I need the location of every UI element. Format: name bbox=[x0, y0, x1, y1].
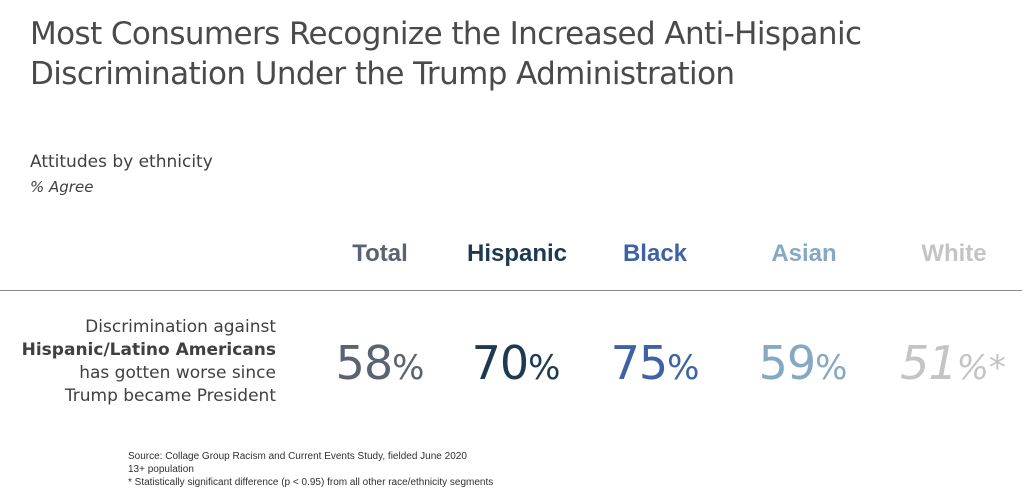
column-header-white: White bbox=[921, 240, 987, 267]
column-header-black: Black bbox=[622, 240, 688, 267]
value-white: 51%* bbox=[878, 336, 1024, 390]
value-black-unit: % bbox=[667, 348, 700, 388]
row-label-line-1: Discrimination against bbox=[85, 317, 276, 337]
chart-title: Most Consumers Recognize the Increased A… bbox=[30, 14, 1010, 94]
column-header-total: Total bbox=[352, 240, 408, 267]
value-total-number: 58 bbox=[335, 336, 394, 390]
value-white-number: 51 bbox=[900, 336, 958, 390]
source-note: Source: Collage Group Racism and Current… bbox=[128, 451, 467, 462]
value-total-unit: % bbox=[392, 348, 425, 388]
header-divider bbox=[0, 290, 1022, 291]
row-label-line-3: has gotten worse since bbox=[79, 363, 276, 383]
value-asian-unit: % bbox=[815, 348, 848, 388]
value-hispanic-unit: % bbox=[528, 348, 561, 388]
column-header-hispanic: Hispanic bbox=[466, 240, 568, 267]
value-hispanic: 70% bbox=[441, 336, 591, 390]
chart-title-line-2: Discrimination Under the Trump Administr… bbox=[30, 56, 735, 92]
row-label-line-2: Hispanic/Latino Americans bbox=[21, 340, 276, 360]
value-asian-number: 59 bbox=[758, 336, 817, 390]
value-white-significance-marker: * bbox=[988, 348, 1006, 388]
chart-subtitle: Attitudes by ethnicity bbox=[30, 152, 213, 172]
row-label-line-4: Trump became President bbox=[64, 386, 276, 406]
value-asian: 59% bbox=[728, 336, 878, 390]
significance-note: * Statistically significant difference (… bbox=[128, 477, 494, 488]
footnotes: Source: Collage Group Racism and Current… bbox=[128, 450, 493, 489]
value-white-unit: % bbox=[956, 348, 989, 388]
column-header-asian: Asian bbox=[771, 240, 837, 267]
value-black-number: 75 bbox=[610, 336, 669, 390]
value-hispanic-number: 70 bbox=[471, 336, 530, 390]
value-total: 58% bbox=[305, 336, 455, 390]
chart-subnote: % Agree bbox=[30, 178, 94, 196]
population-note: 13+ population bbox=[128, 464, 194, 475]
row-label: Discrimination against Hispanic/Latino A… bbox=[20, 316, 276, 408]
chart-title-line-1: Most Consumers Recognize the Increased A… bbox=[30, 16, 862, 52]
value-black: 75% bbox=[580, 336, 730, 390]
